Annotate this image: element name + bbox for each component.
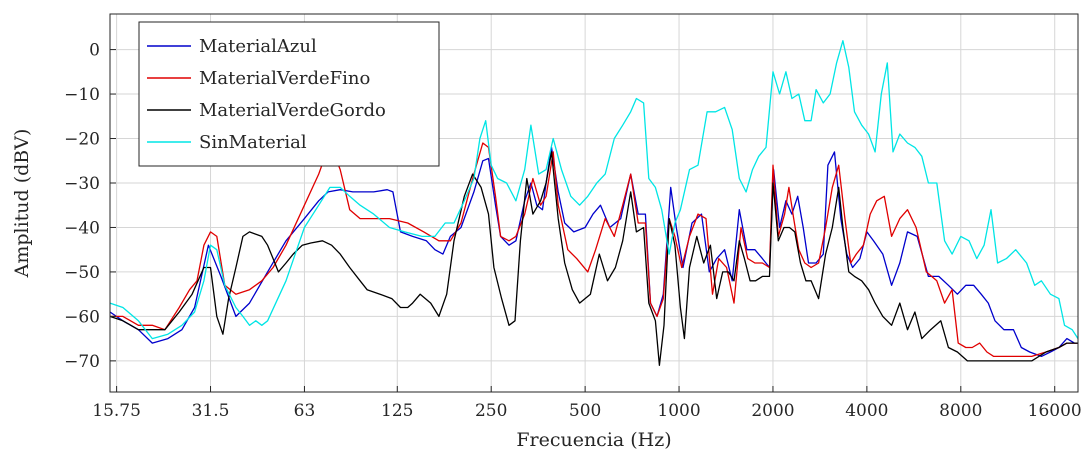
- legend-label: MaterialAzul: [199, 36, 317, 57]
- plot-frame: [109, 13, 1079, 393]
- series-line-SinMaterial: [109, 40, 1079, 340]
- x-tick-label: 1000: [657, 401, 700, 421]
- x-tick-label: 500: [569, 401, 601, 421]
- legend-label: MaterialVerdeGordo: [199, 100, 386, 121]
- y-tick-label: −40: [64, 218, 100, 238]
- y-tick-label: 0: [89, 41, 100, 61]
- y-tick-label: −20: [64, 130, 100, 150]
- ticks: 15.75 31.5 63 125 250 500 1000 2000 4000 8000 1600…: [64, 41, 1082, 421]
- x-tick-label: 16000: [1028, 401, 1082, 421]
- legend: MaterialAzul MaterialVerdeFino MaterialVer…: [138, 21, 440, 167]
- legend-label: MaterialVerdeFino: [199, 68, 370, 89]
- y-axis-title: Amplitud (dBV): [11, 129, 33, 279]
- y-tick-label: −60: [64, 307, 100, 327]
- x-axis-title: Frecuencia (Hz): [516, 429, 671, 451]
- series-line-MaterialVerdeGordo: [109, 151, 1078, 366]
- y-tick-label: −10: [64, 85, 100, 105]
- x-tick-label: 4000: [845, 401, 888, 421]
- x-tick-label: 63: [294, 401, 316, 421]
- y-tick-label: −50: [64, 263, 100, 283]
- x-tick-label: 2000: [751, 401, 794, 421]
- legend-label: SinMaterial: [199, 132, 307, 153]
- x-tick-label: 15.75: [92, 401, 141, 421]
- x-tick-label: 125: [381, 401, 413, 421]
- x-tick-label: 250: [475, 401, 507, 421]
- y-tick-label: −30: [64, 174, 100, 194]
- y-tick-label: −70: [64, 352, 100, 372]
- x-tick-label: 31.5: [192, 401, 230, 421]
- x-tick-label: 8000: [939, 401, 982, 421]
